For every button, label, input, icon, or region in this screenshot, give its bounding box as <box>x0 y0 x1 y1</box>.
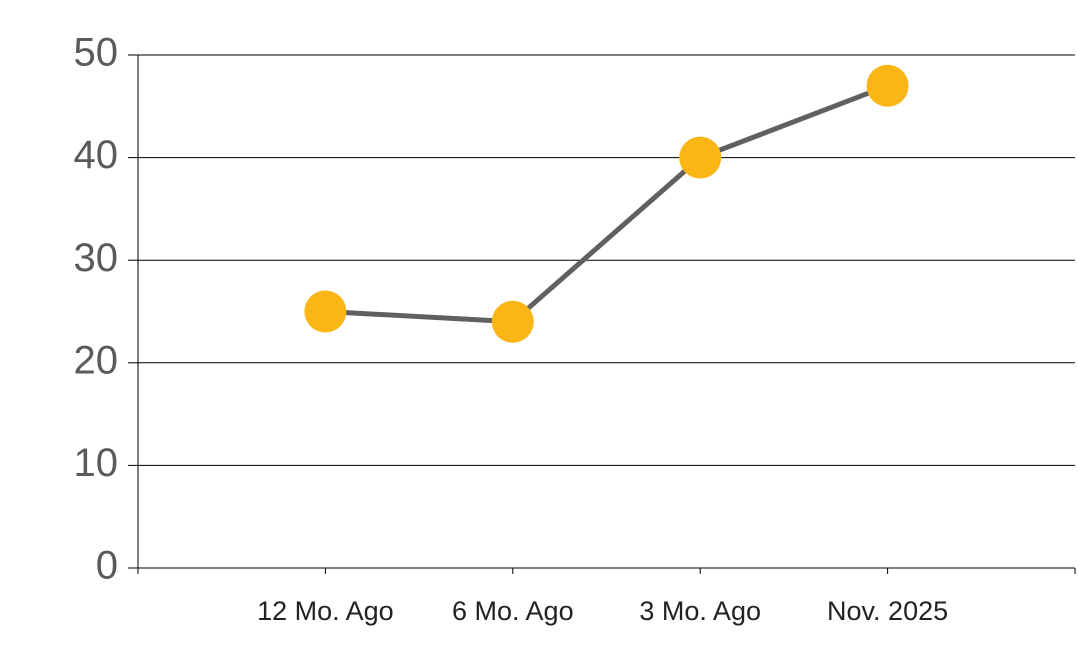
series-line <box>325 83 889 325</box>
x-tick-label: 12 Mo. Ago <box>257 596 394 626</box>
y-tick-label: 40 <box>74 133 119 177</box>
x-tick-label: 6 Mo. Ago <box>452 596 574 626</box>
data-point <box>679 136 722 179</box>
y-tick-label: 30 <box>74 236 119 280</box>
x-tick-label: 3 Mo. Ago <box>639 596 761 626</box>
y-tick-label: 0 <box>96 544 118 588</box>
y-tick-label: 20 <box>74 338 119 382</box>
y-tick-label: 10 <box>74 441 119 485</box>
x-tick-label: Nov. 2025 <box>827 596 948 626</box>
data-point <box>304 290 347 333</box>
data-point <box>866 64 909 107</box>
y-tick-label: 50 <box>74 31 119 75</box>
data-point <box>491 300 534 343</box>
